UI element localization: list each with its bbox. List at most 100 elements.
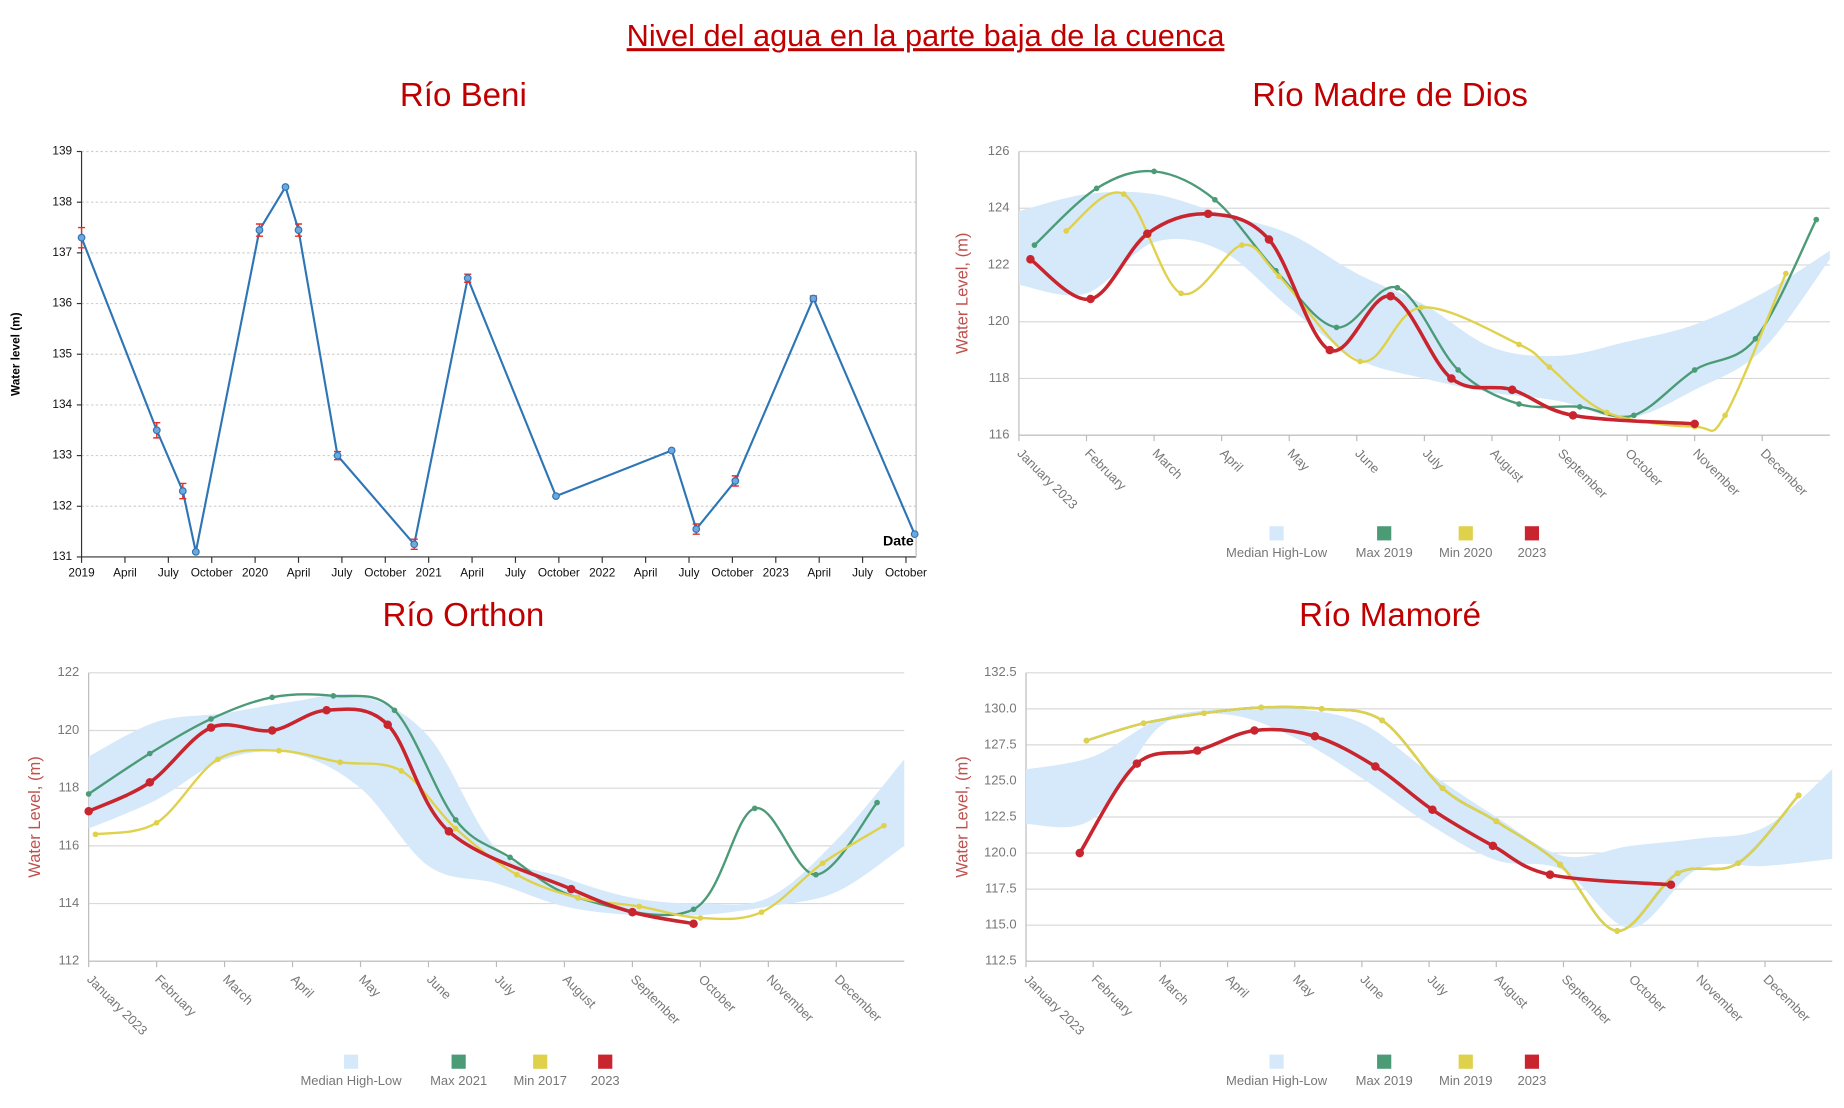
legend-swatch xyxy=(1524,1054,1540,1069)
data-point xyxy=(1631,412,1637,419)
x-tick-label: May xyxy=(1290,972,1318,1000)
legend-label: Max 2019 xyxy=(1356,545,1413,560)
panel-title: Río Mamoré xyxy=(1299,597,1481,634)
data-point xyxy=(1674,870,1681,877)
data-point xyxy=(152,426,161,435)
data-point xyxy=(145,778,155,787)
data-point xyxy=(1603,409,1610,416)
series-line xyxy=(1078,727,1672,887)
data-point xyxy=(667,446,676,455)
plot-area xyxy=(84,693,905,928)
data-point xyxy=(1493,818,1500,825)
data-point xyxy=(1666,880,1676,890)
legend-label: Max 2019 xyxy=(1356,1073,1413,1088)
y-tick-label: 120 xyxy=(988,313,1010,328)
data-point xyxy=(697,915,704,921)
data-point xyxy=(1086,294,1095,304)
data-point xyxy=(1545,870,1555,879)
plot-area xyxy=(1018,168,1830,432)
x-tick-label: August xyxy=(560,972,599,1011)
data-point xyxy=(690,906,697,913)
x-tick-label: March xyxy=(220,972,256,1008)
data-point xyxy=(575,894,581,901)
x-tick-label: June xyxy=(1357,972,1388,1003)
data-point xyxy=(1576,403,1583,410)
data-point xyxy=(1691,367,1698,373)
x-tick-label: September xyxy=(628,972,684,1028)
x-tick-label: September xyxy=(1555,446,1611,502)
x-tick-label: December xyxy=(1758,446,1811,499)
range-band xyxy=(1018,191,1830,419)
data-point xyxy=(910,530,919,539)
x-tick-label: July xyxy=(1425,972,1452,999)
data-point xyxy=(1394,284,1401,291)
x-tick-label: April xyxy=(460,566,484,580)
data-point xyxy=(1386,291,1395,301)
series-line xyxy=(87,707,694,926)
y-tick-label: 116 xyxy=(58,837,79,852)
data-point xyxy=(1507,385,1517,395)
data-point xyxy=(689,919,698,928)
data-point xyxy=(1455,367,1461,373)
data-point xyxy=(1439,785,1446,792)
data-point xyxy=(1722,412,1728,419)
x-tick-label: November xyxy=(1693,972,1746,1025)
data-point xyxy=(1813,216,1820,223)
y-axis-label: Water Level, (m) xyxy=(25,756,44,878)
y-axis-label: Water Level, (m) xyxy=(953,756,972,878)
data-point xyxy=(1310,731,1320,741)
data-point xyxy=(153,819,160,826)
y-tick-label: 112.5 xyxy=(985,953,1017,968)
series-line xyxy=(80,184,916,553)
y-tick-label: 135 xyxy=(52,346,72,360)
x-tick-label: August xyxy=(1487,446,1526,485)
data-point xyxy=(444,827,454,836)
data-point xyxy=(1357,358,1364,365)
y-tick-label: 139 xyxy=(52,144,72,158)
data-point xyxy=(1031,242,1038,248)
data-point xyxy=(398,768,405,774)
legend-swatch xyxy=(1458,1054,1473,1069)
x-tick-label: July xyxy=(331,566,352,580)
y-tick-label: 120.0 xyxy=(984,844,1017,859)
data-point xyxy=(330,693,337,699)
y-tick-label: 122 xyxy=(988,256,1010,271)
data-point xyxy=(1143,229,1152,239)
legend-swatch xyxy=(1458,526,1473,541)
x-tick-label: December xyxy=(832,972,885,1025)
data-point xyxy=(1140,720,1147,727)
legend-swatch xyxy=(533,1054,548,1069)
series-line xyxy=(95,748,885,921)
data-point xyxy=(1264,235,1274,244)
data-point xyxy=(1120,191,1127,197)
legend-label: 2023 xyxy=(591,1073,620,1088)
data-point xyxy=(410,540,419,549)
panel-title: Río Madre de Dios xyxy=(1252,77,1528,114)
data-point xyxy=(1735,860,1741,866)
x-tick-label: April xyxy=(113,566,137,580)
data-point xyxy=(1795,792,1802,799)
x-tick-label: October xyxy=(364,566,406,580)
x-tick-label: July xyxy=(679,566,700,580)
x-tick-label: 2020 xyxy=(242,566,269,580)
data-point xyxy=(1516,341,1522,348)
data-point xyxy=(146,750,153,757)
x-tick-label: October xyxy=(1626,972,1670,1016)
x-tick-label: July xyxy=(852,566,873,580)
x-tick-label: January 2023 xyxy=(84,972,150,1038)
y-tick-label: 118 xyxy=(58,780,79,795)
x-tick-label: February xyxy=(1082,446,1130,494)
y-tick-label: 131 xyxy=(52,549,72,563)
data-point xyxy=(1557,861,1563,868)
legend-label: Median High-Low xyxy=(1226,1073,1328,1088)
data-point xyxy=(1258,704,1264,711)
data-point xyxy=(628,907,637,917)
y-tick-label: 137 xyxy=(52,245,72,259)
x-tick-label: October xyxy=(696,972,740,1016)
data-point xyxy=(1151,168,1157,175)
panel-title: Río Beni xyxy=(400,77,527,114)
data-point xyxy=(269,694,276,701)
data-point xyxy=(881,822,887,829)
y-tick-label: 122.5 xyxy=(984,808,1017,823)
